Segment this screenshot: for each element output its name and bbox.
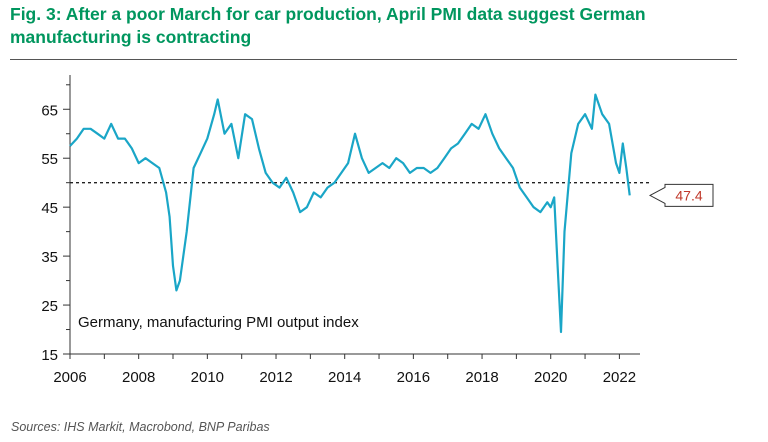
- series-line-germany-pmi: [69, 93, 631, 334]
- x-tick-label-2014: 2014: [328, 369, 361, 386]
- x-tick-label-2006: 2006: [53, 369, 86, 386]
- chart-title: Fig. 3: After a poor March for car produ…: [10, 4, 646, 47]
- x-tick-label-2010: 2010: [191, 369, 224, 386]
- y-tick-label-55: 55: [41, 151, 58, 168]
- x-tick-label-2020: 2020: [534, 369, 567, 386]
- source-note: Sources: IHS Markit, Macrobond, BNP Pari…: [11, 420, 270, 434]
- y-tick-label-65: 65: [41, 102, 58, 119]
- y-tick-label-25: 25: [41, 298, 58, 315]
- series-annotation: Germany, manufacturing PMI output index: [78, 314, 359, 331]
- last-value-callout-box: [648, 183, 714, 207]
- y-tick-label-35: 35: [41, 249, 58, 266]
- title-rule: [10, 59, 737, 60]
- last-value-callout-label: 47.4: [675, 187, 702, 203]
- y-tick-label-45: 45: [41, 200, 58, 217]
- y-axis-ticks: 15 25 35 45 55 65: [41, 84, 70, 364]
- y-tick-label-15: 15: [41, 347, 58, 364]
- x-axis-ticks: 2006 2008 2010 2012 2014 2016 2018 2020 2022: [53, 354, 636, 386]
- x-tick-label-2016: 2016: [397, 369, 430, 386]
- x-tick-label-2012: 2012: [259, 369, 292, 386]
- x-tick-label-2022: 2022: [603, 369, 636, 386]
- x-tick-label-2008: 2008: [122, 369, 155, 386]
- x-tick-label-2018: 2018: [465, 369, 498, 386]
